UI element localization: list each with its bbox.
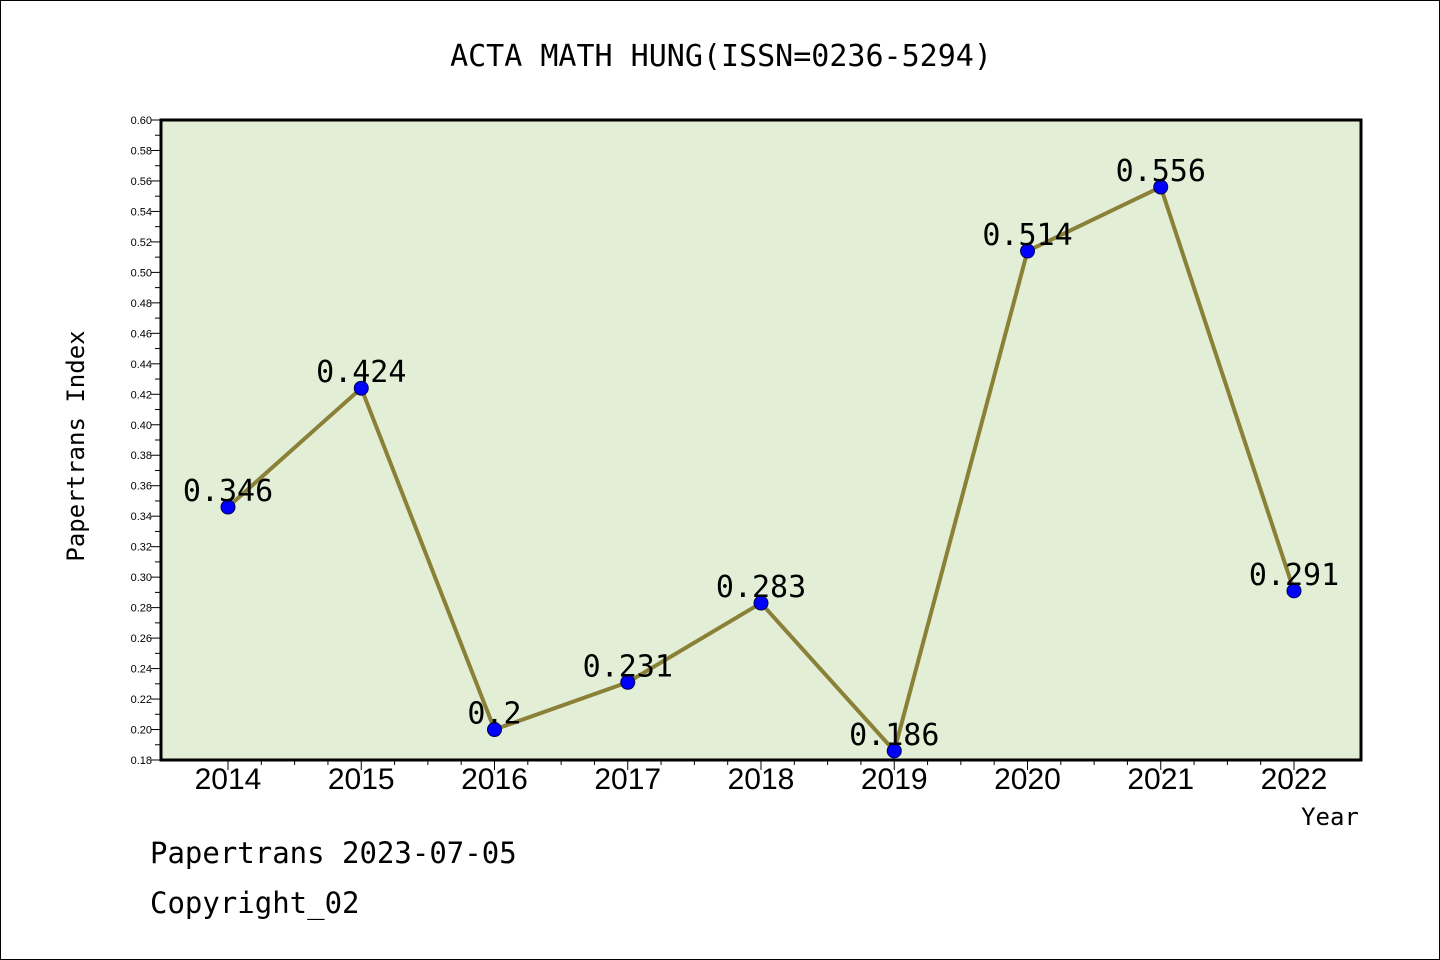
y-tick-label: 0.40 [131,420,152,432]
data-point [487,722,502,738]
x-tick-label: 2019 [861,763,928,796]
y-axis-title: Papertrans Index [62,330,90,561]
y-tick-label: 0.46 [131,328,152,340]
y-tick-label: 0.24 [131,664,152,676]
chart-title: ACTA MATH HUNG(ISSN=0236-5294) [450,39,992,74]
data-label: 0.186 [849,718,939,753]
data-label: 0.514 [982,218,1072,253]
data-point [620,674,636,690]
series-line [220,179,1302,759]
y-tick-label: 0.56 [131,176,152,188]
y-tick-label: 0.36 [131,481,152,493]
x-tick-label: 2020 [994,763,1061,796]
y-tick-label: 0.30 [131,572,152,584]
data-point [753,595,769,611]
y-tick-label: 0.22 [131,694,152,706]
y-tick-label: 0.60 [131,115,152,127]
x-tick-label: 2022 [1261,763,1328,796]
y-tick-label: 0.42 [131,389,152,401]
data-point [353,380,369,396]
x-tick-label: 2017 [594,763,661,796]
footer-source: Papertrans 2023-07-05 [150,836,517,870]
data-label: 0.346 [183,474,273,509]
y-tick-label: 0.18 [131,755,152,767]
data-label: 0.291 [1249,558,1339,593]
y-tick-label: 0.58 [131,145,152,157]
y-tick-label: 0.48 [131,298,152,310]
x-tick-label: 2015 [328,763,395,796]
data-point [1286,583,1302,599]
x-tick-label: 2018 [728,763,795,796]
data-point [220,499,236,515]
y-tick-label: 0.38 [131,450,152,462]
y-tick-label: 0.28 [131,603,152,615]
y-tick-label: 0.34 [131,511,152,523]
y-tick-label: 0.54 [131,206,152,218]
data-point [886,743,902,759]
data-label: 0.424 [316,355,406,390]
x-axis-title: Year [1301,803,1359,831]
data-label: 0.556 [1116,154,1206,189]
plot-area [161,120,1361,760]
x-tick-label: 2016 [461,763,528,796]
data-point [1020,243,1035,259]
y-tick-label: 0.44 [131,359,152,371]
data-label: 0.283 [716,570,806,605]
data-label: 0.2 [467,697,521,732]
x-axis: 2014 2015 2016 2017 2018 2019 2020 2021 2022 [195,760,1328,796]
footer-copyright: Copyright_02 [150,886,360,920]
x-tick-label: 2021 [1127,763,1194,796]
y-tick-label: 0.26 [131,633,152,645]
plot-border [159,118,1363,762]
y-tick-label: 0.32 [131,542,152,554]
y-tick-label: 0.50 [131,267,152,279]
y-axis: 0.18 0.20 0.22 0.24 0.26 0.28 0.30 0.32 0.34 0.36… [131,115,161,767]
x-tick-label: 2014 [195,763,262,796]
data-labels: 0.346 0.424 0.2 0.231 0.283 0.186 0.514 0.556 0.… [183,154,1339,753]
y-tick-label: 0.52 [131,237,152,249]
y-tick-label: 0.20 [131,725,152,737]
data-point [1153,179,1169,195]
data-label: 0.231 [583,649,673,684]
